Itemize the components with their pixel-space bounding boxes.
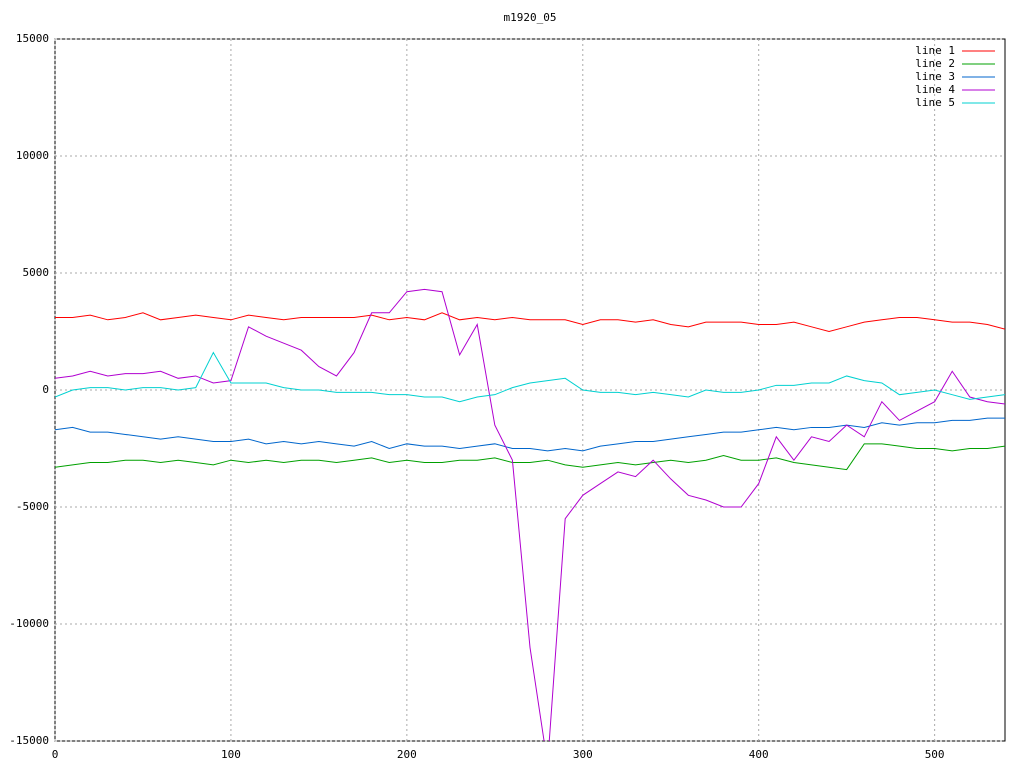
x-tick-label: 300: [573, 748, 593, 761]
x-tick-label: 100: [221, 748, 241, 761]
series-line: [55, 288, 1005, 741]
x-tick-label: 500: [925, 748, 945, 761]
x-tick-label: 200: [397, 748, 417, 761]
x-tick-label: 0: [52, 748, 59, 761]
y-tick-label: 5000: [23, 266, 50, 279]
y-tick-label: 15000: [16, 32, 49, 45]
plot-area: [55, 288, 1005, 741]
y-tick-label: -15000: [9, 734, 49, 747]
x-tick-label: 400: [749, 748, 769, 761]
y-tick-label: 10000: [16, 149, 49, 162]
legend-label: line 2: [915, 57, 955, 70]
series-line: [55, 312, 1005, 333]
legend-label: line 1: [915, 44, 955, 57]
series-line: [55, 351, 1005, 403]
legend-label: line 5: [915, 96, 955, 109]
y-tick-label: -10000: [9, 617, 49, 630]
legend-label: line 3: [915, 70, 955, 83]
y-tick-label: -5000: [16, 500, 49, 513]
y-tick-label: 0: [42, 383, 49, 396]
legend-label: line 4: [915, 83, 955, 96]
series-line: [55, 443, 1005, 471]
chart-title: m1920_05: [504, 11, 557, 24]
